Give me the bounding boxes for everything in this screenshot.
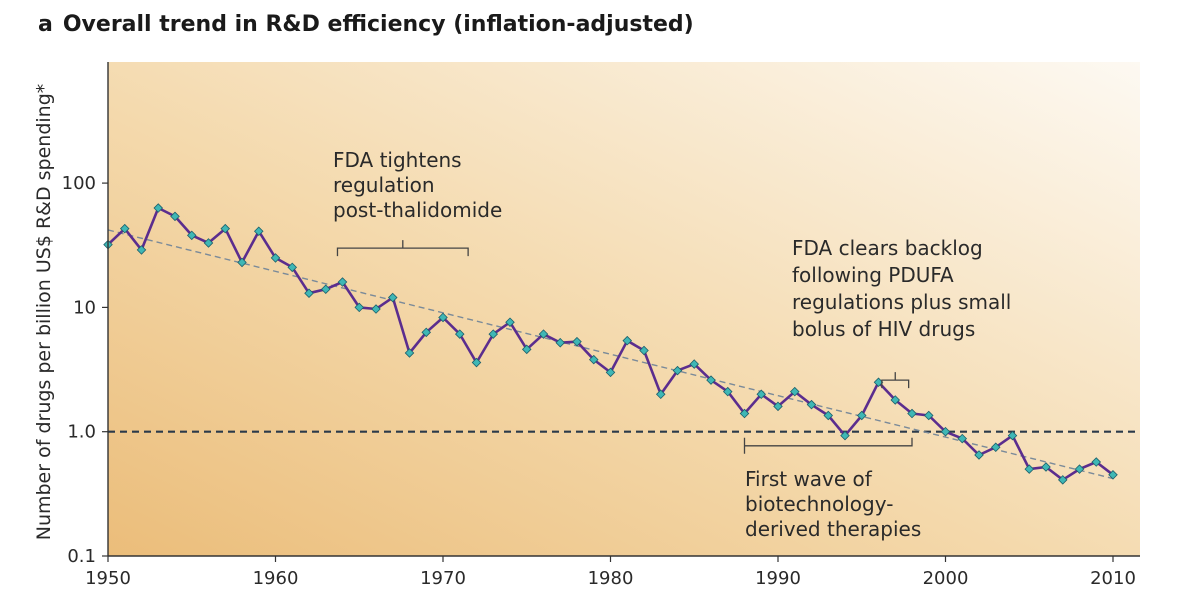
data-point bbox=[706, 375, 716, 385]
x-tick-label: 2010 bbox=[1090, 568, 1136, 589]
data-point bbox=[572, 336, 582, 347]
data-point bbox=[454, 329, 465, 339]
data-point bbox=[203, 238, 214, 248]
data-point bbox=[840, 430, 850, 441]
data-point bbox=[923, 410, 934, 421]
annotation-line: following PDUFA bbox=[792, 263, 954, 287]
data-point bbox=[856, 410, 867, 421]
data-point bbox=[773, 401, 783, 412]
x-tick-label: 1950 bbox=[85, 568, 131, 589]
data-point bbox=[1074, 464, 1085, 474]
annotation-line: FDA clears backlog bbox=[792, 236, 983, 260]
data-point bbox=[890, 395, 901, 405]
x-tick-label: 1960 bbox=[253, 568, 299, 589]
panel-letter: a bbox=[38, 12, 53, 37]
data-point bbox=[371, 304, 381, 314]
data-point bbox=[722, 386, 733, 397]
data-point bbox=[555, 337, 566, 348]
data-point bbox=[505, 317, 515, 327]
annotation-line: First wave of bbox=[745, 467, 873, 491]
annotation-line: post-thalidomide bbox=[333, 198, 502, 222]
data-point bbox=[823, 410, 834, 421]
data-point bbox=[588, 354, 599, 365]
x-tick-label: 1970 bbox=[420, 568, 466, 589]
data-point bbox=[940, 426, 951, 437]
data-point bbox=[404, 348, 415, 358]
data-point bbox=[471, 357, 482, 368]
data-point bbox=[622, 335, 633, 346]
data-point bbox=[974, 450, 984, 460]
y-tick-label: 10 bbox=[73, 297, 96, 318]
data-point bbox=[1007, 430, 1018, 441]
data-point bbox=[521, 344, 532, 355]
data-point bbox=[387, 292, 398, 303]
data-point bbox=[1041, 462, 1051, 472]
data-point bbox=[990, 442, 1001, 452]
data-point bbox=[672, 365, 683, 376]
annotation-bracket bbox=[336, 240, 469, 257]
data-point bbox=[253, 226, 264, 236]
chart-title: a Overall trend in R&D efficiency (inflat… bbox=[38, 12, 694, 37]
y-tick-label: 0.1 bbox=[67, 546, 96, 567]
data-point bbox=[806, 399, 817, 410]
data-point bbox=[287, 262, 298, 273]
data-point bbox=[438, 312, 448, 323]
annotation-text: FDA clears backlog following PDUFA regulat… bbox=[792, 236, 1011, 341]
x-tick-label: 2000 bbox=[923, 568, 969, 589]
annotation-bracket bbox=[881, 372, 910, 389]
y-axis-label: Number of drugs per billion US$ R&D spen… bbox=[33, 84, 55, 541]
data-point bbox=[639, 345, 649, 356]
data-point bbox=[304, 288, 314, 299]
data-point bbox=[739, 408, 750, 419]
data-point bbox=[186, 230, 197, 241]
data-point bbox=[1024, 464, 1035, 474]
x-tick-label: 1980 bbox=[588, 568, 634, 589]
data-point bbox=[957, 433, 968, 444]
annotation-line: regulation bbox=[333, 173, 435, 197]
data-point bbox=[689, 359, 700, 369]
data-point bbox=[220, 223, 231, 234]
annotation-line: bolus of HIV drugs bbox=[792, 317, 975, 341]
data-point bbox=[1108, 470, 1118, 480]
data-point bbox=[1057, 475, 1068, 485]
data-point bbox=[270, 253, 281, 263]
chart-title-text: Overall trend in R&D efficiency (inflati… bbox=[62, 12, 694, 37]
data-point bbox=[153, 203, 164, 213]
data-point bbox=[538, 329, 549, 339]
data-point bbox=[756, 389, 767, 400]
annotation-line: regulations plus small bbox=[792, 290, 1011, 314]
data-point bbox=[1091, 457, 1102, 467]
annotation-text: FDA tightens regulation post-thalidomide bbox=[333, 148, 502, 222]
data-point bbox=[337, 277, 348, 287]
data-point bbox=[136, 245, 147, 255]
data-point bbox=[655, 389, 666, 400]
data-point bbox=[119, 223, 130, 234]
annotation-line: biotechnology- bbox=[745, 492, 893, 516]
annotation-text: First wave of biotechnology-derived thera… bbox=[745, 467, 921, 541]
data-point bbox=[488, 329, 499, 339]
data-point bbox=[907, 408, 917, 419]
y-tick-label: 1.0 bbox=[67, 422, 96, 443]
data-point bbox=[170, 211, 180, 222]
annotation-bracket bbox=[743, 437, 913, 454]
data-point bbox=[237, 257, 247, 268]
data-point bbox=[605, 367, 616, 378]
data-point bbox=[789, 386, 800, 397]
y-tick-label: 100 bbox=[62, 173, 96, 194]
data-point bbox=[421, 327, 432, 338]
annotation-line: FDA tightens bbox=[333, 148, 462, 172]
x-tick-label: 1990 bbox=[755, 568, 801, 589]
trend-line bbox=[107, 229, 1114, 480]
data-point bbox=[354, 302, 365, 313]
data-point bbox=[320, 284, 331, 295]
plot-background bbox=[108, 62, 1140, 556]
annotation-line: derived therapies bbox=[745, 517, 921, 541]
